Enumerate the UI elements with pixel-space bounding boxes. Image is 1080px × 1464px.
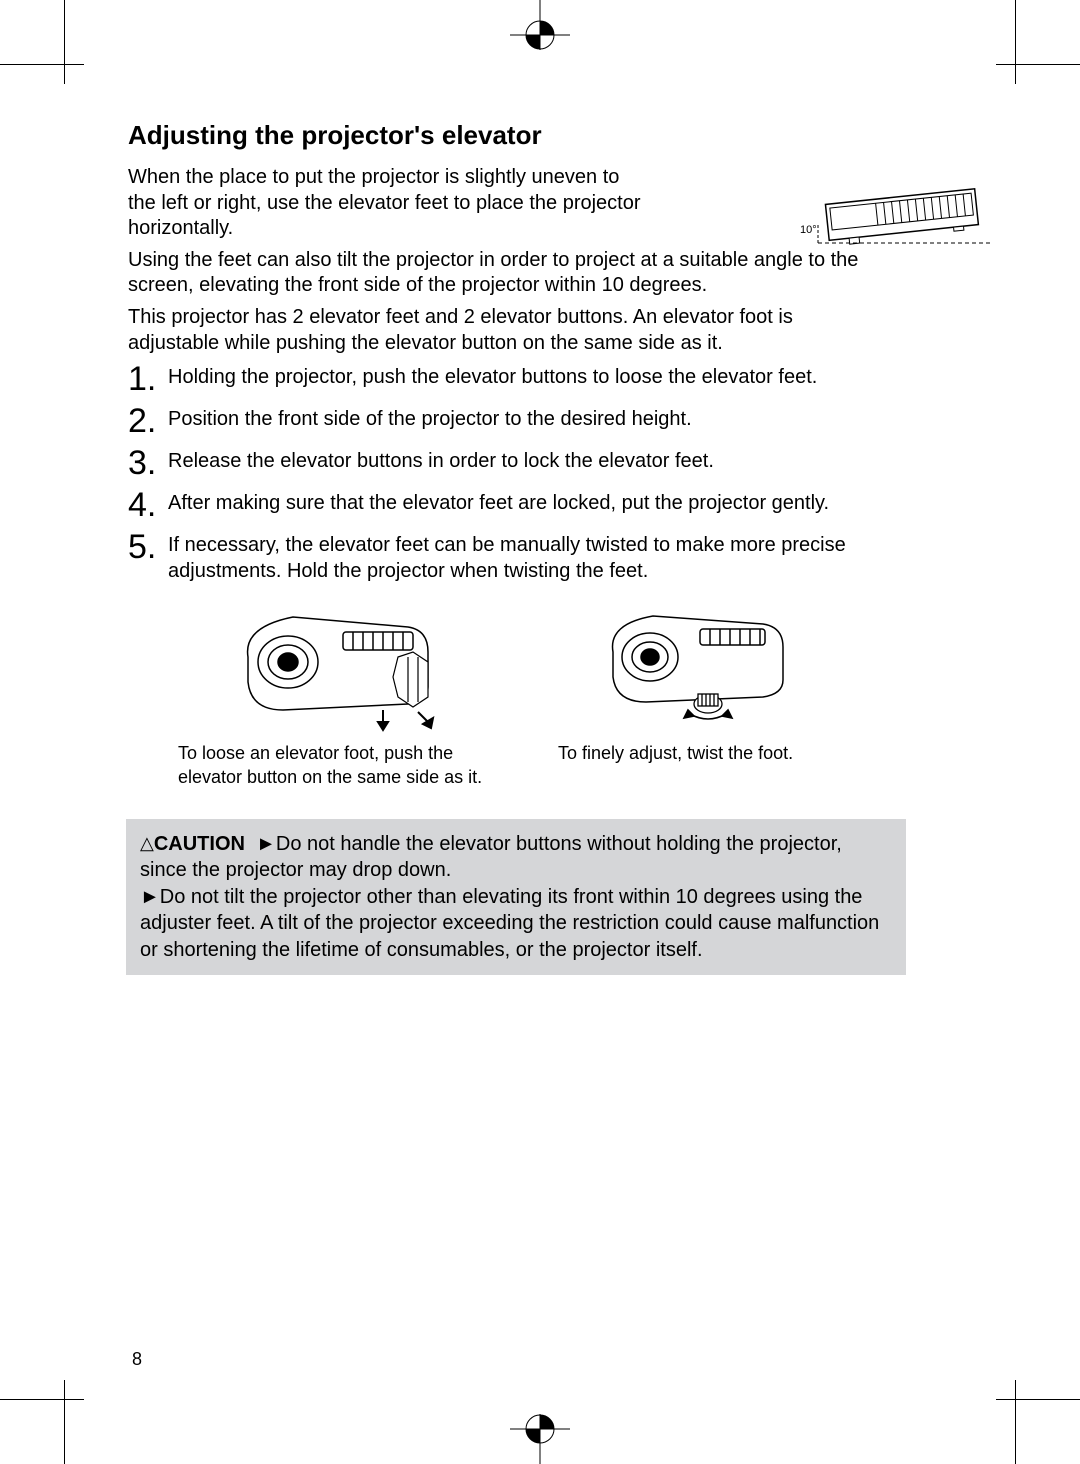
page-number: 8 bbox=[132, 1349, 142, 1370]
section-heading: Adjusting the projector's elevator bbox=[128, 120, 888, 151]
illustrations-row: To loose an elevator foot, push the elev… bbox=[178, 602, 888, 789]
projector-tilt-illustration: 10° bbox=[798, 175, 998, 260]
intro-line-1: When the place to put the projector is s… bbox=[128, 165, 648, 242]
page-content: Adjusting the projector's elevator bbox=[128, 120, 888, 975]
caution-item-2: Do not tilt the projector other than ele… bbox=[140, 886, 879, 961]
arrow-icon: ► bbox=[140, 884, 160, 910]
illustration-left: To loose an elevator foot, push the elev… bbox=[178, 602, 498, 789]
caution-item-1: Do not handle the elevator buttons witho… bbox=[140, 833, 842, 881]
registration-mark-top bbox=[505, 0, 575, 60]
step-1: 1.Holding the projector, push the elevat… bbox=[128, 362, 888, 396]
step-4: 4.After making sure that the elevator fe… bbox=[128, 488, 888, 522]
caption-left: To loose an elevator foot, push the elev… bbox=[178, 742, 498, 789]
intro-line-3: This projector has 2 elevator feet and 2… bbox=[128, 305, 888, 356]
caution-box: △CAUTION ►Do not handle the elevator but… bbox=[126, 819, 906, 975]
tilt-angle-label: 10° bbox=[800, 224, 817, 236]
illustration-right: To finely adjust, twist the foot. bbox=[558, 602, 838, 789]
steps-list: 1.Holding the projector, push the elevat… bbox=[128, 362, 888, 584]
caption-right: To finely adjust, twist the foot. bbox=[558, 742, 838, 765]
step-2: 2.Position the front side of the project… bbox=[128, 404, 888, 438]
warning-triangle-icon: △ bbox=[140, 832, 154, 856]
intro-block: 10° When the place to put the projector … bbox=[128, 165, 888, 356]
step-5: 5.If necessary, the elevator feet can be… bbox=[128, 530, 888, 584]
intro-line-2: Using the feet can also tilt the project… bbox=[128, 248, 888, 299]
arrow-icon: ► bbox=[256, 831, 276, 857]
registration-mark-bottom bbox=[505, 1404, 575, 1464]
caution-label: CAUTION bbox=[154, 833, 245, 855]
step-3: 3.Release the elevator buttons in order … bbox=[128, 446, 888, 480]
